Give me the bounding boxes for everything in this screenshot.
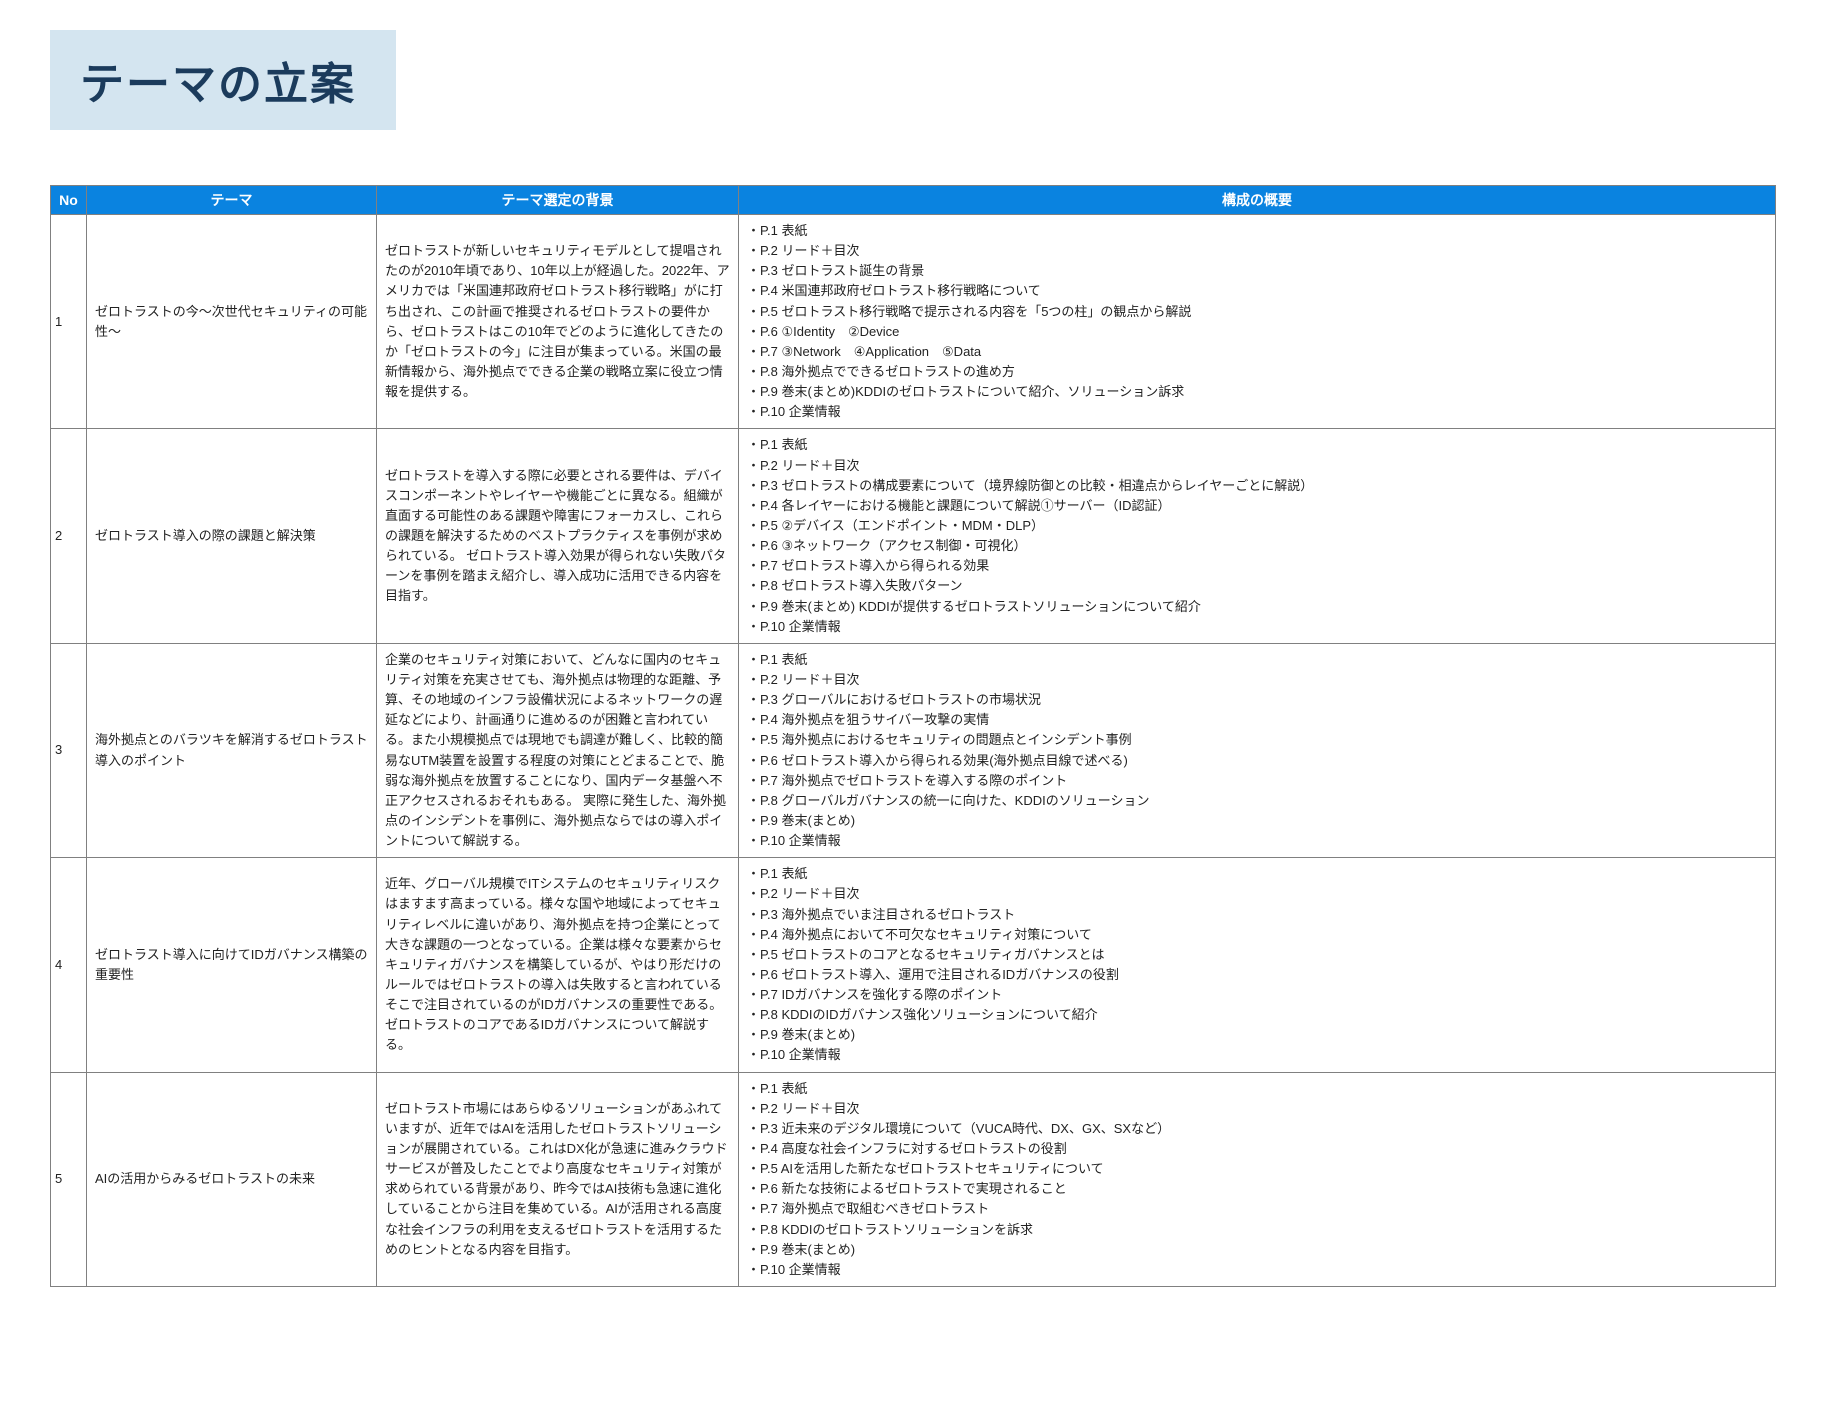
cell-theme: 海外拠点とのバラツキを解消するゼロトラスト導入のポイント [87,643,377,857]
table-row: 2 ゼロトラスト導入の際の課題と解決策 ゼロトラストを導入する際に必要とされる要… [51,429,1776,643]
cell-background: 近年、グローバル規模でITシステムのセキュリティリスクはますます高まっている。様… [377,858,739,1072]
cell-outline: ・P.1 表紙 ・P.2 リード＋目次 ・P.3 ゼロトラスト誕生の背景 ・P.… [739,215,1776,429]
cell-background: ゼロトラストが新しいセキュリティモデルとして提唱されたのが2010年頃であり、1… [377,215,739,429]
cell-outline: ・P.1 表紙 ・P.2 リード＋目次 ・P.3 海外拠点でいま注目されるゼロト… [739,858,1776,1072]
cell-background: 企業のセキュリティ対策において、どんなに国内のセキュリティ対策を充実させても、海… [377,643,739,857]
theme-table: No テーマ テーマ選定の背景 構成の概要 1 ゼロトラストの今〜次世代セキュリ… [50,185,1776,1287]
col-header-background: テーマ選定の背景 [377,186,739,215]
table-row: 3 海外拠点とのバラツキを解消するゼロトラスト導入のポイント 企業のセキュリティ… [51,643,1776,857]
table-row: 1 ゼロトラストの今〜次世代セキュリティの可能性〜 ゼロトラストが新しいセキュリ… [51,215,1776,429]
cell-no: 1 [51,215,87,429]
cell-outline: ・P.1 表紙 ・P.2 リード＋目次 ・P.3 ゼロトラストの構成要素について… [739,429,1776,643]
col-header-no: No [51,186,87,215]
cell-theme: AIの活用からみるゼロトラストの未来 [87,1072,377,1286]
cell-outline: ・P.1 表紙 ・P.2 リード＋目次 ・P.3 グローバルにおけるゼロトラスト… [739,643,1776,857]
page-title-container: テーマの立案 [50,30,396,130]
col-header-theme: テーマ [87,186,377,215]
cell-background: ゼロトラストを導入する際に必要とされる要件は、デバイスコンポーネントやレイヤーや… [377,429,739,643]
cell-theme: ゼロトラストの今〜次世代セキュリティの可能性〜 [87,215,377,429]
cell-theme: ゼロトラスト導入に向けてIDガバナンス構築の重要性 [87,858,377,1072]
cell-outline: ・P.1 表紙 ・P.2 リード＋目次 ・P.3 近未来のデジタル環境について（… [739,1072,1776,1286]
cell-background: ゼロトラスト市場にはあらゆるソリューションがあふれていますが、近年ではAIを活用… [377,1072,739,1286]
cell-no: 3 [51,643,87,857]
col-header-outline: 構成の概要 [739,186,1776,215]
table-header-row: No テーマ テーマ選定の背景 構成の概要 [51,186,1776,215]
cell-theme: ゼロトラスト導入の際の課題と解決策 [87,429,377,643]
cell-no: 4 [51,858,87,1072]
page-title: テーマの立案 [80,48,356,112]
cell-no: 5 [51,1072,87,1286]
table-row: 5 AIの活用からみるゼロトラストの未来 ゼロトラスト市場にはあらゆるソリューシ… [51,1072,1776,1286]
cell-no: 2 [51,429,87,643]
table-row: 4 ゼロトラスト導入に向けてIDガバナンス構築の重要性 近年、グローバル規模でI… [51,858,1776,1072]
